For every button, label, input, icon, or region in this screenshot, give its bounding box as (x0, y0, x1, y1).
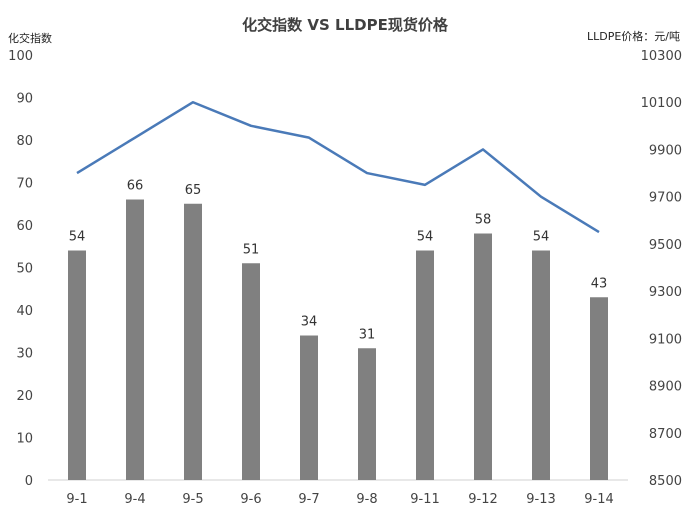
bar-data-label: 43 (591, 276, 608, 291)
bar-data-label: 54 (69, 230, 86, 245)
x-tick-label: 9-4 (124, 492, 145, 507)
bar (68, 250, 86, 480)
bar-data-label: 54 (533, 230, 550, 245)
bar-data-label: 65 (185, 183, 202, 198)
right-tick-label: 9100 (649, 332, 682, 347)
bar-data-label: 66 (127, 179, 144, 194)
left-axis-label: 化交指数 (8, 32, 52, 45)
left-tick-label: 90 (16, 92, 33, 107)
left-tick-label: 100 (8, 49, 33, 64)
bar (184, 203, 202, 480)
left-tick-label: 10 (16, 432, 33, 447)
right-tick-label: 8900 (649, 380, 682, 395)
chart-title: 化交指数 VS LLDPE现货价格 (242, 16, 448, 34)
left-tick-label: 40 (16, 304, 33, 319)
right-tick-label: 9700 (649, 191, 682, 206)
bar (416, 250, 434, 480)
bar (532, 250, 550, 480)
bar (300, 335, 318, 480)
right-axis-label: LLDPE价格：元/吨 (586, 30, 680, 43)
bar-data-label: 58 (475, 213, 492, 228)
right-tick-label: 9900 (649, 143, 682, 158)
x-tick-label: 9-6 (240, 492, 261, 507)
x-tick-label: 9-12 (468, 492, 498, 507)
bar-data-label: 31 (359, 327, 376, 342)
x-tick-label: 9-13 (526, 492, 556, 507)
left-tick-label: 20 (16, 389, 33, 404)
bar-data-label: 54 (417, 230, 434, 245)
bar (590, 297, 608, 480)
right-tick-label: 10300 (641, 49, 682, 64)
left-tick-label: 50 (16, 262, 33, 277)
price-line (76, 100, 600, 234)
right-tick-label: 8700 (649, 427, 682, 442)
left-tick-label: 80 (16, 134, 33, 149)
bar (242, 263, 260, 480)
bar (126, 199, 144, 480)
x-tick-label: 9-8 (356, 492, 377, 507)
bar-data-label: 34 (301, 315, 318, 330)
right-tick-label: 9300 (649, 285, 682, 300)
left-tick-label: 30 (16, 347, 33, 362)
x-tick-label: 9-7 (298, 492, 319, 507)
left-tick-label: 70 (16, 177, 33, 192)
right-tick-label: 8500 (649, 474, 682, 489)
x-tick-label: 9-11 (410, 492, 440, 507)
bar (358, 348, 376, 480)
right-tick-label: 9500 (649, 238, 682, 253)
x-tick-label: 9-1 (66, 492, 87, 507)
bar-data-label: 51 (243, 242, 260, 257)
right-tick-label: 10100 (641, 96, 682, 111)
x-tick-label: 9-5 (182, 492, 203, 507)
left-tick-label: 60 (16, 219, 33, 234)
x-tick-label: 9-14 (584, 492, 614, 507)
bar (474, 233, 492, 480)
left-tick-label: 0 (25, 474, 33, 489)
